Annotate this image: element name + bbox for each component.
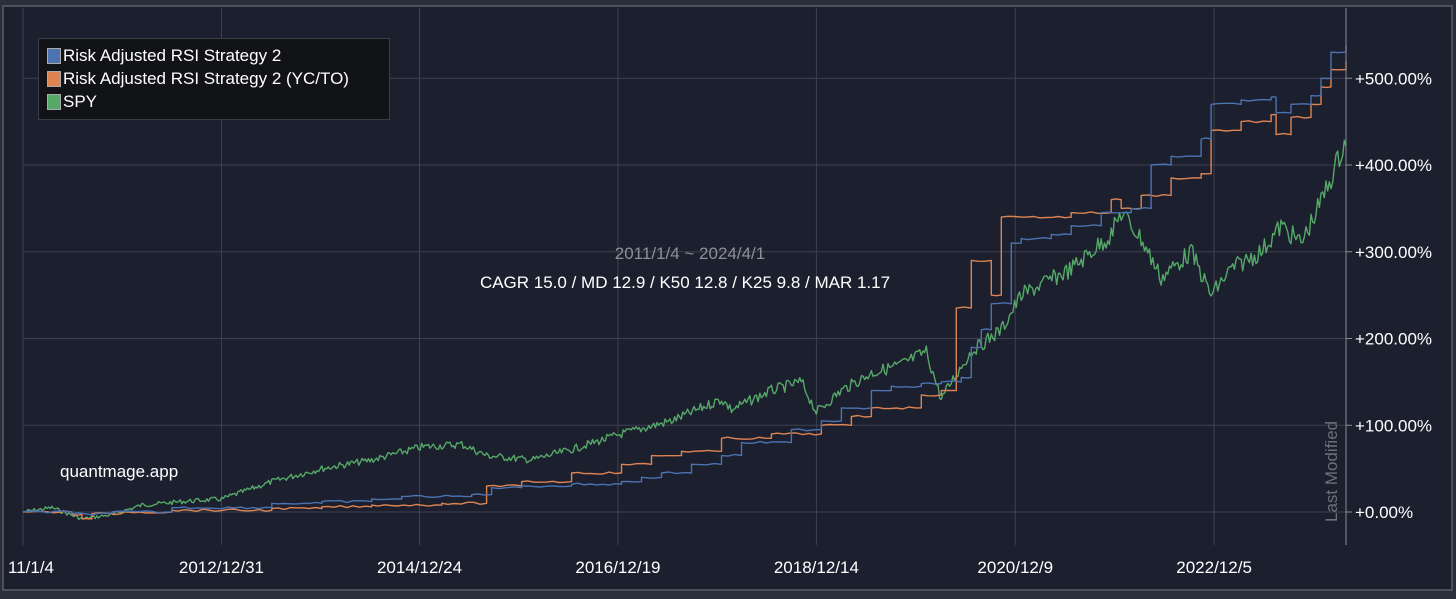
series-layer: [22, 45, 1347, 521]
last-modified-label: Last Modified: [1322, 420, 1341, 522]
y-tick-label: +100.00%: [1355, 416, 1432, 435]
legend-item-strategy[interactable]: Risk Adjusted RSI Strategy 2: [47, 44, 389, 67]
series-line-0: [22, 45, 1347, 516]
x-tick-label: 2014/12/24: [377, 558, 462, 577]
legend-swatch-strategy: [47, 47, 61, 64]
y-tick-label: +400.00%: [1355, 156, 1432, 175]
watermark-label: quantmage.app: [60, 462, 179, 481]
y-tick-label: +200.00%: [1355, 330, 1432, 349]
x-tick-label: 2020/12/9: [977, 558, 1053, 577]
x-tick-label: 2018/12/14: [774, 558, 859, 577]
y-tick-label: +500.00%: [1355, 69, 1432, 88]
legend-swatch-strategy-yc-to: [47, 70, 61, 87]
y-tick-label: +300.00%: [1355, 243, 1432, 262]
x-tick-label: 11/1/4: [8, 558, 54, 577]
legend-item-spy[interactable]: SPY: [47, 90, 389, 113]
y-tick-label: +0.00%: [1355, 503, 1413, 522]
series-line-1: [22, 60, 1347, 520]
legend-item-strategy-yc-to[interactable]: Risk Adjusted RSI Strategy 2 (YC/TO): [47, 67, 389, 90]
series-line-2: [22, 139, 1347, 521]
y-tick-labels: +0.00% +100.00% +200.00% +300.00% +400.00% +5…: [1355, 69, 1432, 522]
legend-label-strategy: Risk Adjusted RSI Strategy 2: [63, 45, 282, 65]
x-tick-label: 2016/12/19: [575, 558, 660, 577]
x-tick-label: 2012/12/31: [179, 558, 264, 577]
legend-label-strategy-yc-to: Risk Adjusted RSI Strategy 2 (YC/TO): [63, 68, 349, 88]
legend-label-spy: SPY: [63, 91, 98, 111]
x-tick-label: 2022/12/5: [1176, 558, 1252, 577]
legend: Risk Adjusted RSI Strategy 2 Risk Adjust…: [38, 38, 390, 120]
x-tick-labels: 11/1/4 2012/12/31 2014/12/24 2016/12/19 2018…: [8, 558, 1252, 577]
stats-label: CAGR 15.0 / MD 12.9 / K50 12.8 / K25 9.8…: [479, 273, 891, 292]
date-range-label: 2011/1/4 ~ 2024/4/1: [614, 244, 766, 263]
legend-swatch-spy: [47, 93, 61, 110]
